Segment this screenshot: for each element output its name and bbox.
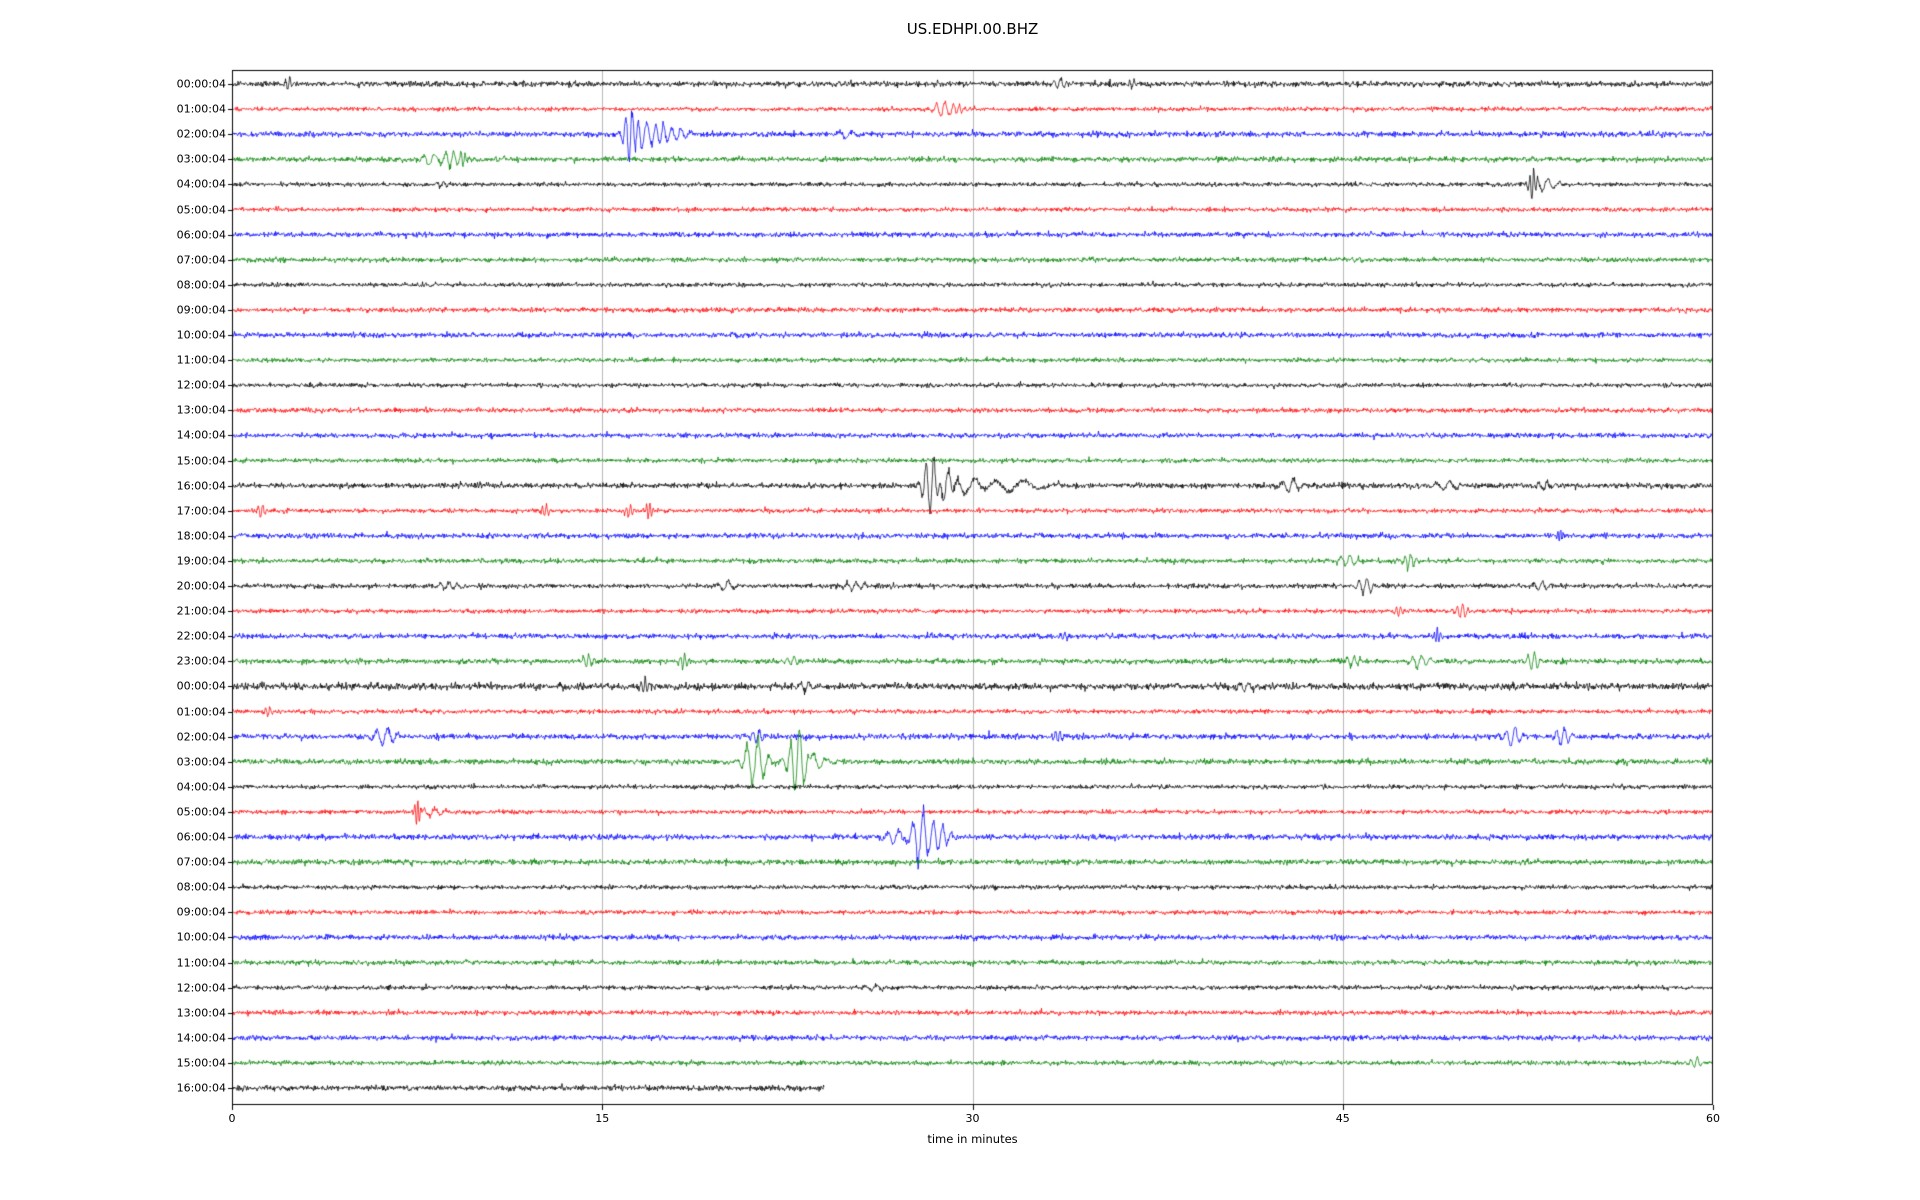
- trace-time-label: 14:00:04: [176, 428, 226, 442]
- minute-axis-tick-labels: 0 15 30 45 60: [0, 1112, 1920, 1132]
- trace-time-label: 11:00:04: [176, 956, 226, 969]
- trace-time-label: 00:00:04: [176, 679, 226, 693]
- trace-time-label: 15:00:04: [176, 1056, 226, 1070]
- minute-tick-label: 30: [965, 1112, 980, 1125]
- trace-time-label: 04:00:04: [176, 780, 226, 794]
- minute-tick-label: 60: [1706, 1112, 1720, 1125]
- trace-time-label: 03:00:04: [176, 755, 226, 769]
- trace-time-label: 05:00:04: [176, 805, 226, 819]
- trace-time-label: 10:00:04: [176, 930, 226, 944]
- minute-tick-label: 45: [1335, 1112, 1350, 1125]
- trace-time-label: 09:00:04: [176, 905, 226, 919]
- trace-time-label: 01:00:04: [176, 102, 226, 116]
- trace-time-label: 12:00:04: [176, 981, 226, 995]
- trace-time-label: 12:00:04: [176, 378, 226, 392]
- trace-time-label: 08:00:04: [176, 278, 226, 292]
- trace-time-label: 05:00:04: [176, 203, 226, 216]
- trace-time-label: 02:00:04: [176, 127, 226, 141]
- trace-time-label: 21:00:04: [176, 604, 226, 618]
- trace-time-label: 16:00:04: [176, 479, 226, 493]
- minute-tick-label: 15: [595, 1112, 610, 1125]
- trace-time-label: 07:00:04: [176, 855, 226, 869]
- trace-time-label: 17:00:04: [176, 504, 226, 518]
- trace-time-label: 13:00:04: [176, 403, 226, 417]
- trace-time-label: 06:00:04: [176, 830, 226, 844]
- trace-time-label: 00:00:04: [176, 77, 226, 91]
- trace-time-label: 04:00:04: [176, 177, 226, 191]
- time-axis-labels: 00:00:04 01:00:04 02:00:04 03:00:04 04:00:04…: [0, 0, 226, 1200]
- trace-time-label: 16:00:04: [176, 1081, 226, 1095]
- trace-time-label: 06:00:04: [176, 228, 226, 242]
- trace-time-label: 20:00:04: [176, 579, 226, 593]
- trace-time-label: 08:00:04: [176, 880, 226, 894]
- chart-title: US.EDHPI.00.BHZ: [906, 20, 1039, 38]
- trace-time-label: 23:00:04: [176, 654, 226, 668]
- trace-time-label: 01:00:04: [176, 705, 226, 718]
- trace-time-label: 22:00:04: [176, 629, 226, 643]
- trace-time-label: 19:00:04: [176, 554, 226, 568]
- x-axis-title: time in minutes: [927, 1132, 1018, 1146]
- trace-time-label: 03:00:04: [176, 152, 226, 166]
- trace-time-label: 18:00:04: [176, 529, 226, 543]
- trace-time-label: 09:00:04: [176, 303, 226, 317]
- trace-time-label: 15:00:04: [176, 454, 226, 467]
- trace-time-label: 07:00:04: [176, 253, 226, 267]
- trace-time-label: 10:00:04: [176, 328, 226, 342]
- trace-time-label: 14:00:04: [176, 1031, 226, 1045]
- trace-time-label: 02:00:04: [176, 730, 226, 744]
- trace-time-label: 13:00:04: [176, 1006, 226, 1020]
- trace-time-label: 11:00:04: [176, 353, 226, 367]
- minute-tick-label: 0: [228, 1112, 236, 1125]
